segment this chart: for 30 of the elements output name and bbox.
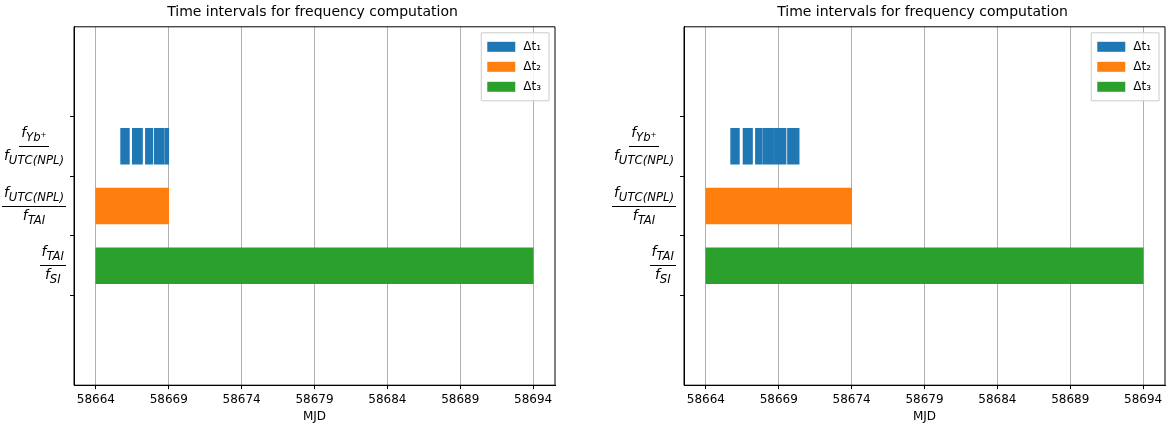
chart-title: Time intervals for frequency computation [166, 3, 458, 20]
x-tick-label: 58684 [978, 391, 1017, 406]
x-tick-label: 58679 [295, 391, 334, 406]
x-tick-label: 58674 [832, 391, 871, 406]
y-tick-label: f$_{TAI}$ f$_{SI}$ [650, 243, 675, 288]
legend-label: Δt₂ [1133, 58, 1152, 73]
x-tick-label: 58669 [149, 391, 188, 406]
y-tick-label: f$_{TAI}$ f$_{SI}$ [40, 243, 65, 288]
category-label: f$_{Yb⁺}$ f$_{UTC(NPL)}$ [613, 123, 674, 167]
x-tick-label: 58694 [1124, 391, 1163, 406]
legend-label: Δt₁ [1133, 38, 1152, 53]
x-axis-title: MJD [302, 408, 327, 423]
x-tick-label: 58664 [76, 391, 115, 406]
x-axis-title: MJD [912, 408, 937, 423]
legend-label: Δt₃ [523, 78, 542, 93]
x-tick-label: 58679 [905, 391, 944, 406]
y-tick-label: f$_{UTC(NPL)}$ f$_{TAI}$ [612, 183, 675, 229]
legend-label: Δt₁ [523, 38, 542, 53]
x-tick-label: 58664 [686, 391, 725, 406]
x-tick-label: 58684 [368, 391, 407, 406]
y-tick-label: f$_{UTC(NPL)}$ f$_{TAI}$ [2, 183, 65, 229]
category-label: f$_{Yb⁺}$ f$_{UTC(NPL)}$ [3, 123, 64, 167]
x-tick-label: 58669 [759, 391, 798, 406]
x-tick-label: 58674 [222, 391, 261, 406]
legend-label: Δt₃ [1133, 78, 1152, 93]
chart-title: Time intervals for frequency computation [776, 3, 1068, 20]
legend-label: Δt₂ [523, 58, 542, 73]
x-tick-label: 58694 [514, 391, 553, 406]
x-tick-label: 58689 [441, 391, 480, 406]
x-tick-label: 58689 [1051, 391, 1090, 406]
